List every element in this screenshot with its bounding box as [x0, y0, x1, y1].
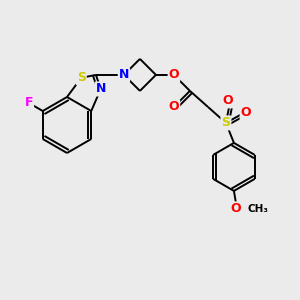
Text: N: N — [119, 68, 129, 81]
Text: F: F — [25, 97, 33, 110]
Text: O: O — [231, 202, 241, 215]
Text: CH₃: CH₃ — [248, 204, 269, 214]
Text: S: S — [77, 71, 86, 84]
Text: S: S — [221, 116, 230, 129]
Text: O: O — [169, 68, 179, 81]
Text: O: O — [223, 94, 233, 107]
Text: O: O — [169, 100, 179, 113]
Text: N: N — [95, 82, 106, 95]
Text: O: O — [241, 106, 251, 119]
